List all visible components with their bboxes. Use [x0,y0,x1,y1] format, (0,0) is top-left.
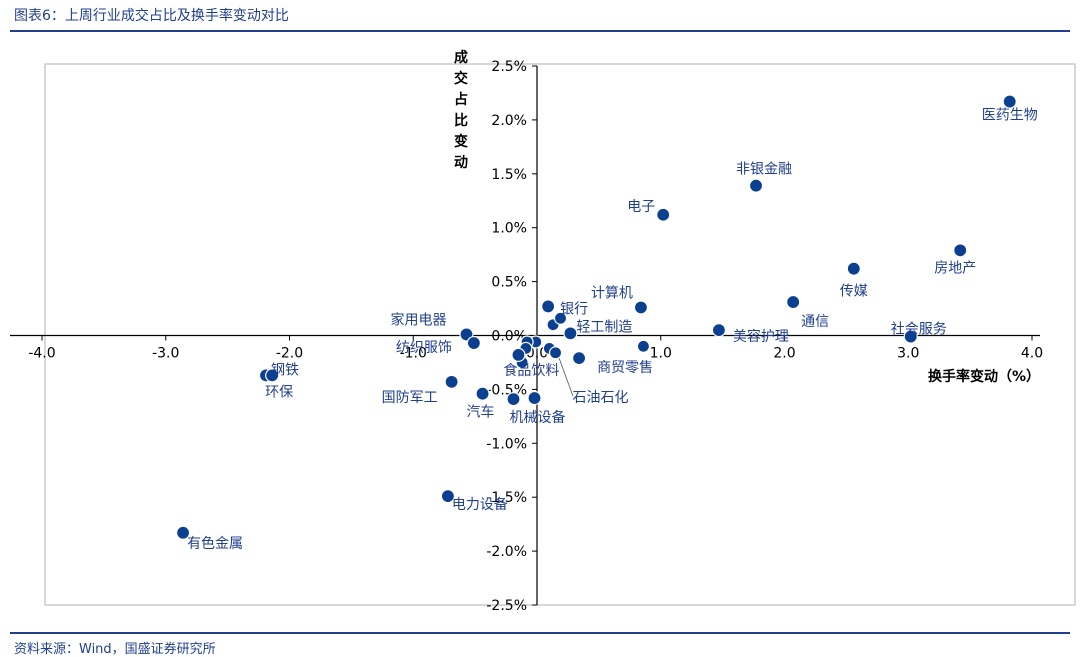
point-label: 机械设备 [509,409,565,426]
y-tick-label: -2.0% [486,544,527,560]
scatter-point [175,525,191,540]
point-label: 国防军工 [382,390,438,406]
scatter-point [541,299,556,314]
scatter-point [527,390,542,406]
scatter-point [636,339,651,353]
bottom-rule [10,632,1070,634]
scatter-point [953,243,968,258]
point-label: 传媒 [840,284,868,300]
y-tick-label: -1.5% [486,490,527,506]
point-label: 家用电器 [390,311,446,328]
y-axis-label: 成交占比变动 [454,50,468,171]
scatter-point [656,207,671,222]
point-label: 电力设备 [452,496,508,513]
point-label: 电子 [627,199,655,215]
scatter-point [511,347,526,363]
scatter-point [748,178,764,193]
scatter-point [475,386,490,401]
point-label: 轻工制造 [576,319,632,335]
point-label: 石油石化 [573,390,629,406]
y-tick-label: 1.5% [491,167,527,183]
x-tick-label: -2.0 [276,346,303,362]
point-label: 房地产 [934,260,976,276]
scatter-point [563,326,578,341]
scatter-point [846,261,861,276]
scatter-point [571,351,587,366]
scatter-point [553,311,568,325]
point-label: 社会服务 [891,322,947,338]
y-tick-label: 2.0% [491,113,527,129]
top-rule [10,30,1070,32]
point-label: 医药生物 [982,108,1038,124]
y-tick-label: 1.0% [491,221,527,237]
scatter-point [444,374,459,389]
scatter-point [711,323,727,338]
x-tick-label: -1.0 [400,346,427,362]
x-axis-label: 换手率变动（%） [928,369,1041,385]
x-tick-label: -3.0 [152,346,179,362]
scatter-point [903,329,918,344]
point-label: 计算机 [591,285,633,301]
point-label: 纺织服饰 [396,340,452,356]
scatter-point [440,489,455,504]
point-label: 有色金属 [187,535,243,552]
x-tick-label: -4.0 [28,346,55,362]
x-tick-label: 1.0 [650,346,672,362]
source-note: 资料来源：Wind，国盛证券研究所 [14,642,216,657]
x-tick-label: 4.0 [1021,346,1043,362]
figure-title: 图表6：上周行业成交占比及换手率变动对比 [14,8,289,24]
y-tick-label: 0.5% [491,275,527,291]
scatter-point [548,346,563,360]
scatter-point [633,300,649,315]
point-label: 食品饮料 [503,362,559,379]
point-label: 美容护理 [733,328,789,345]
point-label: 汽车 [467,404,495,421]
point-label: 通信 [801,314,829,330]
x-tick-label: 3.0 [897,346,919,362]
point-label: 商贸零售 [597,360,653,376]
y-tick-label: -1.0% [486,436,527,452]
scatter-point [786,294,801,310]
point-label: 钢铁 [271,362,299,378]
point-label: 环保 [265,384,293,400]
point-label: 银行 [560,301,588,317]
scatter-point [1002,94,1017,109]
scatter-point [506,392,521,407]
x-tick-label: 2.0 [773,346,795,362]
y-tick-label: 0.0% [491,329,527,345]
point-label: 非银金融 [736,162,792,178]
y-tick-label: -0.5% [486,382,527,398]
y-tick-label: -2.5% [486,598,527,614]
y-tick-label: 2.5% [491,59,527,75]
plot-frame [44,63,1076,606]
scatter-point [466,335,481,351]
scatter-point [265,368,280,383]
